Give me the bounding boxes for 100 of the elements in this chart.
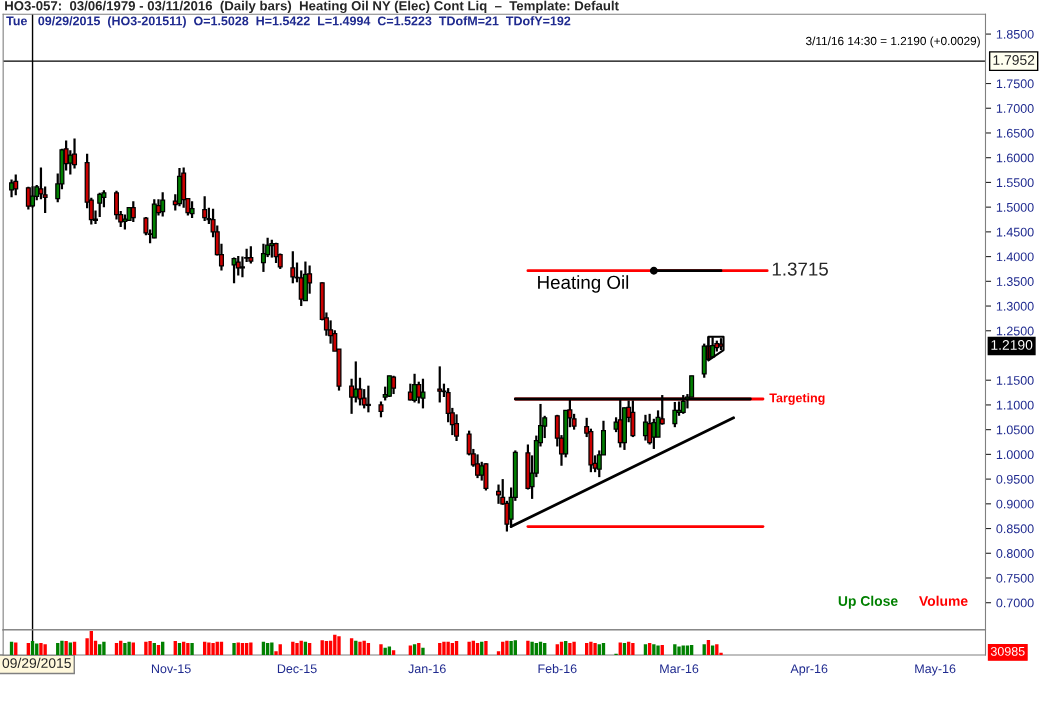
y-tick-label: 1.4500	[996, 227, 1034, 237]
candlestick	[25, 185, 31, 211]
bar	[102, 641, 106, 655]
y-tick-label: 1.2500	[996, 326, 1034, 336]
candlestick	[231, 256, 237, 285]
bar	[349, 638, 354, 655]
bar	[513, 640, 517, 655]
bar	[543, 643, 547, 655]
y-tick-label: 1.7500	[996, 79, 1034, 89]
bar	[564, 641, 568, 655]
candlestick	[160, 191, 166, 218]
bar	[56, 643, 60, 655]
y-tick-label: 1.0000	[996, 450, 1034, 460]
bar	[232, 643, 236, 655]
candlestick	[496, 483, 502, 505]
bar	[114, 643, 119, 655]
bar	[30, 641, 35, 655]
y-tick-label: 0.9500	[996, 474, 1034, 484]
ref-line-label: 09/29/2015	[2, 657, 71, 668]
bar	[270, 642, 274, 655]
bar	[467, 641, 471, 655]
bar	[123, 643, 127, 655]
bar	[148, 641, 152, 655]
bar	[647, 643, 652, 655]
bar	[291, 641, 295, 655]
bar	[186, 643, 190, 655]
x-tick-label: Nov-15	[151, 664, 191, 674]
y-tick-label: 1.4000	[996, 252, 1034, 262]
x-tick-label: May-16	[915, 664, 956, 676]
bar	[337, 636, 341, 655]
bar	[572, 641, 576, 655]
series-label: Targeting	[769, 393, 825, 405]
bar	[673, 644, 677, 655]
text: Up Close	[838, 595, 898, 609]
bar	[475, 643, 480, 655]
bar	[484, 641, 488, 655]
bar	[656, 645, 660, 655]
chart-subtitle: Tue 09/29/2015 (HO3-201511) O=1.5028 H=1.5422 L=1.4994 C=1.5223 TDofM=21 TDofY=192	[6, 16, 571, 28]
bar	[295, 643, 299, 655]
bar	[89, 631, 93, 655]
bar	[173, 641, 177, 655]
bar	[631, 643, 635, 655]
bar	[450, 643, 455, 655]
bar	[64, 641, 68, 655]
bar	[715, 644, 719, 655]
bar	[706, 639, 711, 655]
bar	[710, 645, 715, 655]
bar	[379, 644, 383, 655]
candlestick	[260, 242, 266, 274]
bar	[383, 647, 387, 655]
bar	[526, 640, 530, 655]
bar	[702, 644, 706, 655]
candlestick	[365, 384, 371, 414]
bar	[240, 643, 245, 655]
candlestick	[420, 377, 426, 410]
bar	[39, 643, 43, 655]
ref-line-label: 1.7952	[993, 55, 1035, 65]
x-tick-label: Feb-16	[538, 663, 577, 674]
bar	[60, 640, 64, 655]
bar	[652, 644, 656, 655]
bar	[307, 643, 312, 655]
annotation: Heating Oil	[538, 275, 629, 293]
text: Volume	[919, 595, 968, 606]
y-tick-label: 1.5500	[996, 178, 1034, 188]
bar	[685, 645, 690, 655]
y-tick-label: 1.1000	[996, 400, 1034, 410]
y-tick-label: 0.8000	[996, 549, 1034, 558]
y-tick-label: 0.9000	[996, 499, 1034, 509]
candlestick	[391, 374, 397, 396]
bar	[249, 642, 253, 655]
bar	[446, 641, 450, 655]
bar	[408, 645, 413, 655]
bar	[366, 643, 371, 655]
y-tick-label: 1.5000	[996, 202, 1034, 212]
bar	[98, 644, 102, 655]
bar	[421, 647, 425, 655]
bar	[509, 641, 513, 655]
y-tick-label: 1.0500	[996, 425, 1034, 435]
bar	[677, 646, 681, 655]
bar	[597, 644, 601, 655]
bar	[26, 643, 31, 655]
annotation: 1.3715	[772, 262, 828, 276]
x-tick-label: Apr-16	[790, 664, 828, 676]
bar	[190, 643, 194, 655]
candlestick	[416, 380, 422, 405]
bar	[152, 643, 156, 655]
candlestick	[672, 400, 678, 429]
bar	[601, 643, 606, 655]
bar	[622, 643, 627, 655]
bar	[585, 643, 589, 655]
y-tick-label: 1.6500	[996, 128, 1034, 138]
bar	[320, 640, 324, 655]
bar	[454, 641, 459, 655]
y-tick-label: 0.8500	[996, 524, 1034, 534]
bar	[211, 643, 215, 655]
bar	[505, 640, 509, 655]
y-tick-label: 1.3500	[996, 277, 1034, 286]
candlestick	[13, 173, 19, 197]
y-tick-label: 0.7500	[996, 573, 1034, 583]
candlestick	[290, 250, 296, 285]
